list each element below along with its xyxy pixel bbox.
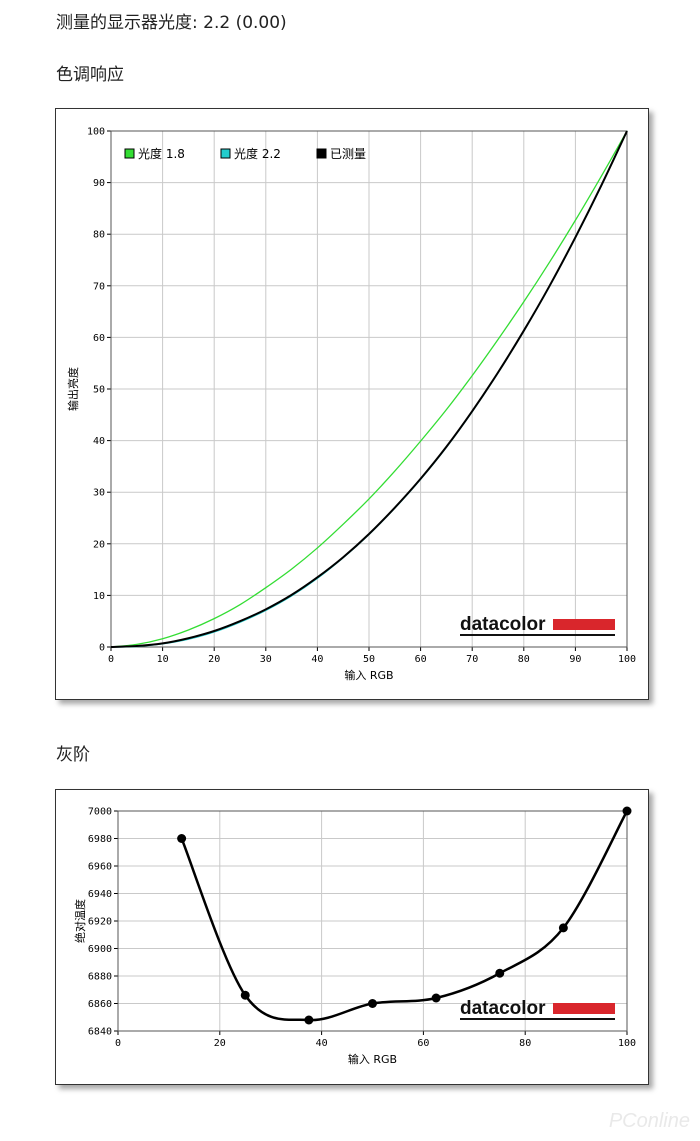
x-tick-label: 70 <box>466 654 478 665</box>
watermark: PConline <box>608 1110 690 1132</box>
plot-border <box>110 130 628 648</box>
plot-border <box>117 810 628 1032</box>
x-tick-label: 60 <box>417 1038 429 1049</box>
y-tick-label: 6840 <box>88 1027 112 1038</box>
y-tick-label: 50 <box>93 385 105 396</box>
legend-label: 光度 1.8 <box>138 146 185 161</box>
x-tick-label: 40 <box>311 654 323 665</box>
series-line <box>110 130 628 648</box>
x-tick-label: 40 <box>316 1038 328 1049</box>
y-tick-label: 6940 <box>88 889 112 900</box>
y-axis-label: 绝对温度 <box>73 899 87 943</box>
y-tick-label: 6960 <box>88 862 112 873</box>
datacolor-logo-bar <box>553 619 615 630</box>
data-point <box>304 1015 314 1025</box>
datacolor-logo-underline <box>460 634 615 636</box>
x-tick-label: 30 <box>260 654 272 665</box>
y-tick-label: 100 <box>87 127 105 138</box>
x-tick-label: 0 <box>115 1038 121 1049</box>
y-tick-label: 30 <box>93 488 105 499</box>
grayscale-chart: 0 20 40 60 80 100 6840 6860 6880 6900 6920 6940 6960… <box>73 806 636 1066</box>
legend-label: 光度 2.2 <box>234 146 281 161</box>
data-point <box>558 923 568 933</box>
x-tick-label: 80 <box>518 654 530 665</box>
y-tick-label: 60 <box>93 333 105 344</box>
data-point <box>368 999 377 1008</box>
measured-gamma-label: 测量的显示器光度: 2.2 (0.00) <box>56 13 287 33</box>
y-tick-label: 20 <box>93 539 105 550</box>
tone-response-title: 色调响应 <box>56 65 124 85</box>
y-tick-label: 7000 <box>88 807 112 818</box>
x-tick-label: 50 <box>363 654 375 665</box>
legend-swatch <box>316 148 327 159</box>
legend-label: 已测量 <box>330 147 366 161</box>
data-point <box>431 993 441 1003</box>
data-point <box>622 806 632 816</box>
data-point <box>240 990 250 1000</box>
y-axis-label: 输出亮度 <box>66 367 80 411</box>
x-tick-label: 90 <box>569 654 581 665</box>
y-tick-label: 40 <box>93 436 105 447</box>
grayscale-panel: 0 20 40 60 80 100 6840 6860 6880 6900 6920 6940 6960… <box>55 789 649 1085</box>
tone-response-chart: 0 10 20 30 40 50 60 70 80 90 100 0 10 20 30 40 50 60 70 80 9… <box>66 127 636 683</box>
y-tick-label: 6860 <box>88 999 112 1010</box>
series-line <box>110 130 628 648</box>
datacolor-logo-bar <box>553 1003 615 1014</box>
x-tick-label: 10 <box>157 654 169 665</box>
grayscale-title: 灰阶 <box>56 745 90 765</box>
x-tick-label: 100 <box>618 654 636 665</box>
x-tick-label: 20 <box>208 654 220 665</box>
y-tick-label: 6920 <box>88 917 112 928</box>
y-tick-label: 10 <box>93 591 105 602</box>
y-tick-label: 6880 <box>88 972 112 983</box>
y-tick-label: 6980 <box>88 834 112 845</box>
legend-swatch <box>220 148 231 159</box>
x-axis-label: 输入 RGB <box>344 668 393 682</box>
data-point <box>495 968 505 978</box>
x-tick-label: 100 <box>618 1038 636 1049</box>
y-tick-label: 0 <box>99 643 105 654</box>
datacolor-logo-underline <box>460 1018 615 1020</box>
datacolor-logo: datacolor <box>460 614 546 635</box>
datacolor-logo: datacolor <box>460 998 546 1019</box>
data-point <box>177 834 187 843</box>
tone-response-panel: 0 10 20 30 40 50 60 70 80 90 100 0 10 20 30 40 50 60 70 80 9… <box>55 108 649 700</box>
legend-swatch <box>124 148 135 159</box>
x-tick-label: 20 <box>214 1038 226 1049</box>
y-tick-label: 70 <box>93 281 105 292</box>
x-tick-label: 0 <box>108 654 114 665</box>
x-tick-label: 60 <box>415 654 427 665</box>
y-tick-label: 90 <box>93 178 105 189</box>
x-axis-label: 输入 RGB <box>348 1052 397 1066</box>
x-tick-label: 80 <box>519 1038 531 1049</box>
y-tick-label: 80 <box>93 230 105 241</box>
y-tick-label: 6900 <box>88 944 112 955</box>
